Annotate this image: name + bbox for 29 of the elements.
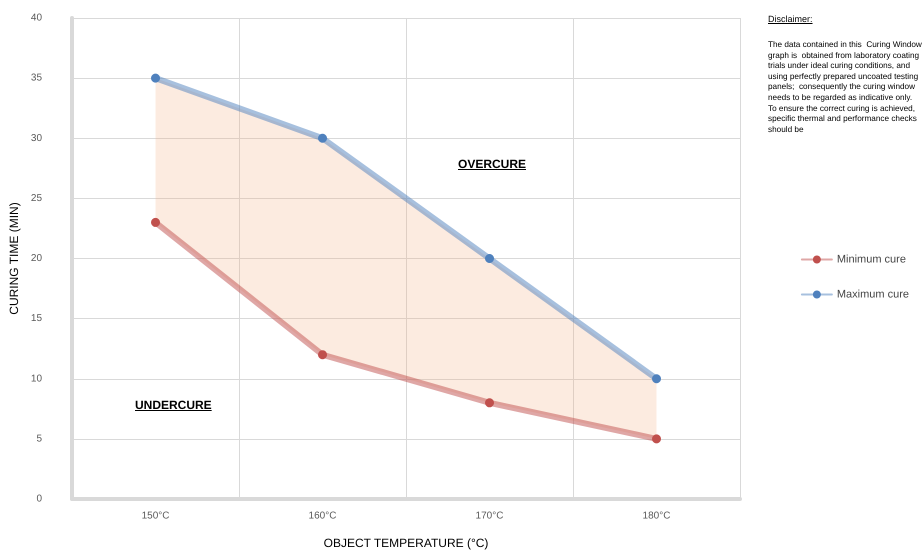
y-tick-label: 25: [30, 192, 42, 204]
point: [151, 74, 160, 83]
y-axis-title: CURING TIME (MIN): [7, 202, 21, 315]
point: [151, 218, 160, 227]
x-tick-label: 180°C: [642, 510, 670, 522]
y-tick-label: 0: [36, 494, 42, 504]
annotation: UNDERCURE: [135, 398, 212, 412]
point: [652, 374, 662, 384]
y-tick-label: 20: [30, 253, 42, 264]
x-tick-label: 150°C: [142, 510, 170, 522]
y-tick-label: 15: [30, 313, 42, 324]
y-tick-label: 10: [30, 373, 42, 384]
point: [652, 434, 662, 444]
annotation: OVERCURE: [458, 157, 526, 171]
point: [318, 134, 328, 143]
point: [485, 398, 494, 408]
x-tick-label: 170°C: [476, 510, 504, 522]
point: [318, 350, 328, 360]
y-tick-label: 35: [30, 72, 42, 84]
y-tick-label: 40: [30, 12, 42, 24]
x-tick-label: 160°C: [308, 510, 336, 522]
y-tick-label: 5: [36, 433, 42, 444]
y-tick-label: 30: [30, 132, 42, 144]
text: Disclaimer:: [768, 14, 813, 24]
x-axis-title: OBJECT TEMPERATURE (°C): [324, 536, 488, 550]
text: The data contained in this Curing Window graph is obtained from laboratory coating trials under ideal curing conditions, and using perfectly prepared uncoated testing panels; consequently the curing window needs to be regarded as indicative only. To ensure the correct curing is achieved, specific thermal and performance checks should be: [768, 40, 922, 134]
legend-label: Maximum cure: [836, 288, 909, 300]
legend-label: Minimum cure: [836, 254, 906, 266]
point: [485, 254, 494, 263]
